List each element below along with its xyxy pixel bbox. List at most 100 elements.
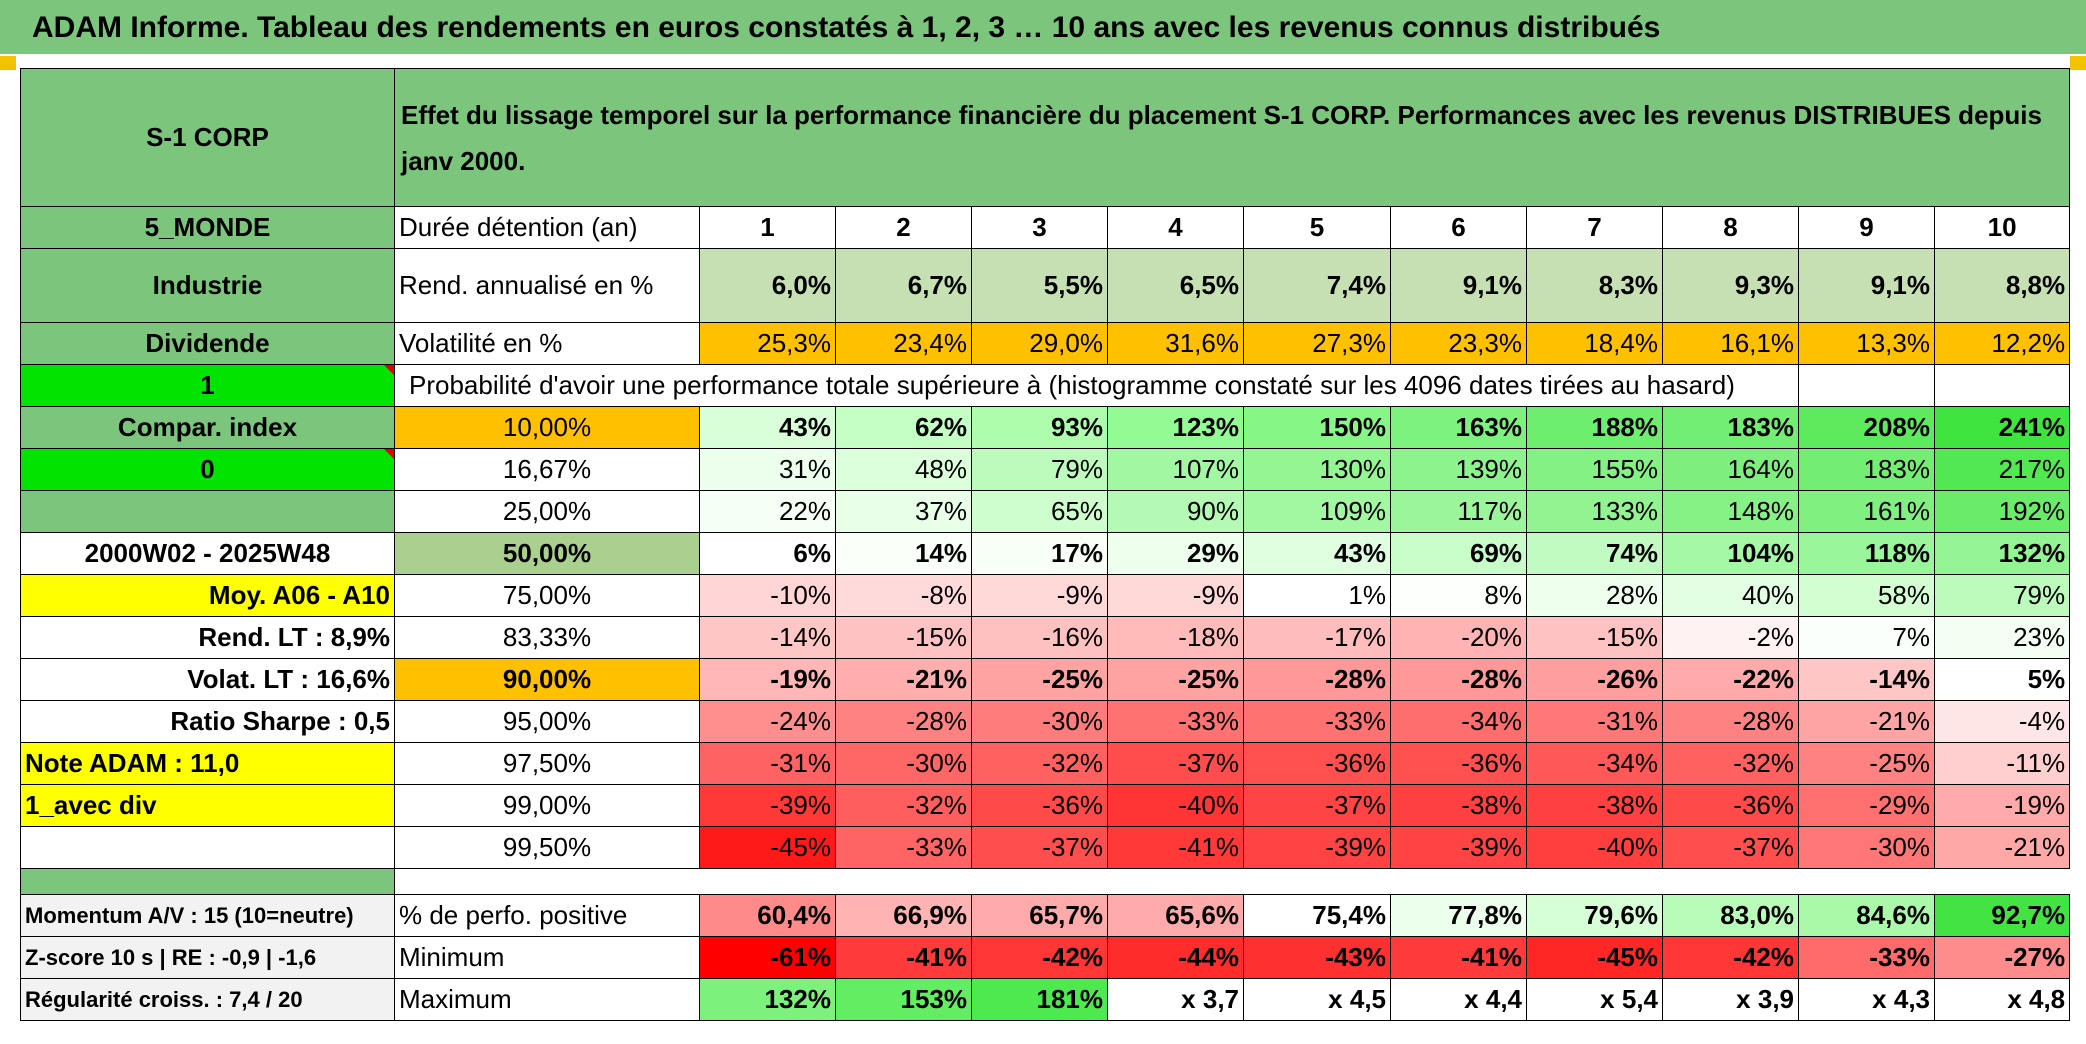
probability-value: 14% xyxy=(835,532,972,575)
probability-value: 48% xyxy=(835,448,972,491)
probability-threshold: 95,00% xyxy=(394,700,700,743)
probability-value: 241% xyxy=(1933,406,2071,449)
probability-value: 17% xyxy=(971,532,1108,575)
fund-name: S-1 CORP xyxy=(20,68,395,207)
probability-value: -21% xyxy=(1933,826,2071,869)
min-value: -61% xyxy=(699,936,836,979)
max-value: x 4,5 xyxy=(1243,978,1391,1021)
probability-value: -15% xyxy=(835,616,972,659)
probability-value: -2% xyxy=(1662,616,1799,659)
probability-value: 161% xyxy=(1798,490,1935,533)
pos-value: 84,6% xyxy=(1798,894,1935,937)
probability-value: -28% xyxy=(835,700,972,743)
momentum-label: Momentum A/V : 15 (10=neutre) xyxy=(20,894,395,937)
income-type-label: Dividende xyxy=(20,322,395,365)
probability-value: 8% xyxy=(1390,574,1527,617)
probability-value: -8% xyxy=(835,574,972,617)
probability-value: -40% xyxy=(1107,784,1244,827)
probability-value: 29% xyxy=(1107,532,1244,575)
probability-value: -39% xyxy=(1390,826,1527,869)
max-label: Maximum xyxy=(394,978,700,1021)
probability-value: -29% xyxy=(1798,784,1935,827)
year-header: 4 xyxy=(1107,206,1244,249)
min-value: -41% xyxy=(835,936,972,979)
probability-value: -11% xyxy=(1933,742,2071,785)
probability-value: 6% xyxy=(699,532,836,575)
probability-row: Rend. LT : 8,9% 83,33% -14% -15% -16% -18% -17… xyxy=(20,616,2071,659)
probability-value: -21% xyxy=(1798,700,1935,743)
probability-value: 163% xyxy=(1390,406,1527,449)
probability-value: -34% xyxy=(1390,700,1527,743)
max-value: 153% xyxy=(835,978,972,1021)
probability-value: -20% xyxy=(1390,616,1527,659)
probability-value: -16% xyxy=(971,616,1108,659)
vol-value: 12,2% xyxy=(1933,322,2071,365)
probability-value: -14% xyxy=(1798,658,1935,701)
probability-value: -33% xyxy=(835,826,972,869)
corner-marker-right xyxy=(2070,56,2086,70)
report-title: ADAM Informe. Tableau des rendements en … xyxy=(0,0,2086,56)
year-header: 9 xyxy=(1798,206,1935,249)
selector-1-cell[interactable]: 1 xyxy=(20,364,395,407)
probability-value: -28% xyxy=(1243,658,1391,701)
sector-label: Industrie xyxy=(20,248,395,323)
rend-value: 6,0% xyxy=(699,248,836,323)
vol-value: 27,3% xyxy=(1243,322,1391,365)
probability-value: 7% xyxy=(1798,616,1935,659)
probability-value: -39% xyxy=(699,784,836,827)
probability-value: -32% xyxy=(1662,742,1799,785)
min-value: -33% xyxy=(1798,936,1935,979)
probability-value: -17% xyxy=(1243,616,1391,659)
probability-value: -26% xyxy=(1526,658,1663,701)
pos-value: 79,6% xyxy=(1526,894,1663,937)
vol-value: 29,0% xyxy=(971,322,1108,365)
selector-0-cell[interactable]: 0 xyxy=(20,448,395,491)
probability-threshold: 97,50% xyxy=(394,742,700,785)
probability-value: -37% xyxy=(1243,784,1391,827)
probability-value: 183% xyxy=(1798,448,1935,491)
pos-value: 92,7% xyxy=(1933,894,2071,937)
summary-row: Z-score 10 s | RE : -0,9 | -1,6 Minimum -6… xyxy=(20,936,2071,979)
rend-value: 7,4% xyxy=(1243,248,1391,323)
year-header: 3 xyxy=(971,206,1108,249)
div-mode-label: 1_avec div xyxy=(20,784,395,827)
probability-threshold: 75,00% xyxy=(394,574,700,617)
probability-value: -9% xyxy=(971,574,1108,617)
probability-value: -33% xyxy=(1243,700,1391,743)
probability-value: 164% xyxy=(1662,448,1799,491)
max-value: x 3,7 xyxy=(1107,978,1244,1021)
probability-value: -28% xyxy=(1390,658,1527,701)
max-value: x 4,4 xyxy=(1390,978,1527,1021)
probability-threshold: 99,00% xyxy=(394,784,700,827)
probability-value: 40% xyxy=(1662,574,1799,617)
probability-value: -31% xyxy=(699,742,836,785)
note-adam-label: Note ADAM : 11,0 xyxy=(20,742,395,785)
max-value: 181% xyxy=(971,978,1108,1021)
probability-value: 118% xyxy=(1798,532,1935,575)
probability-value: -15% xyxy=(1526,616,1663,659)
probability-value: -25% xyxy=(1798,742,1935,785)
rend-label: Rend. annualisé en % xyxy=(394,248,700,323)
min-value: -42% xyxy=(1662,936,1799,979)
probability-value: 28% xyxy=(1526,574,1663,617)
vol-value: 16,1% xyxy=(1662,322,1799,365)
probability-value: -30% xyxy=(1798,826,1935,869)
probability-value: 132% xyxy=(1933,532,2071,575)
probability-value: 43% xyxy=(699,406,836,449)
probability-value: -30% xyxy=(835,742,972,785)
probability-value: 117% xyxy=(1390,490,1527,533)
rend-value: 9,1% xyxy=(1390,248,1527,323)
probability-value: 155% xyxy=(1526,448,1663,491)
rend-lt-label: Rend. LT : 8,9% xyxy=(20,616,395,659)
probability-threshold: 25,00% xyxy=(394,490,700,533)
probability-value: 22% xyxy=(699,490,836,533)
probability-value: -19% xyxy=(1933,784,2071,827)
probability-value: 23% xyxy=(1933,616,2071,659)
pos-value: 60,4% xyxy=(699,894,836,937)
pos-value: 66,9% xyxy=(835,894,972,937)
probability-value: -36% xyxy=(1662,784,1799,827)
min-value: -42% xyxy=(971,936,1108,979)
probability-value: -37% xyxy=(971,826,1108,869)
pos-value: 65,6% xyxy=(1107,894,1244,937)
summary-row: Momentum A/V : 15 (10=neutre)% de perfo.… xyxy=(20,894,2071,937)
